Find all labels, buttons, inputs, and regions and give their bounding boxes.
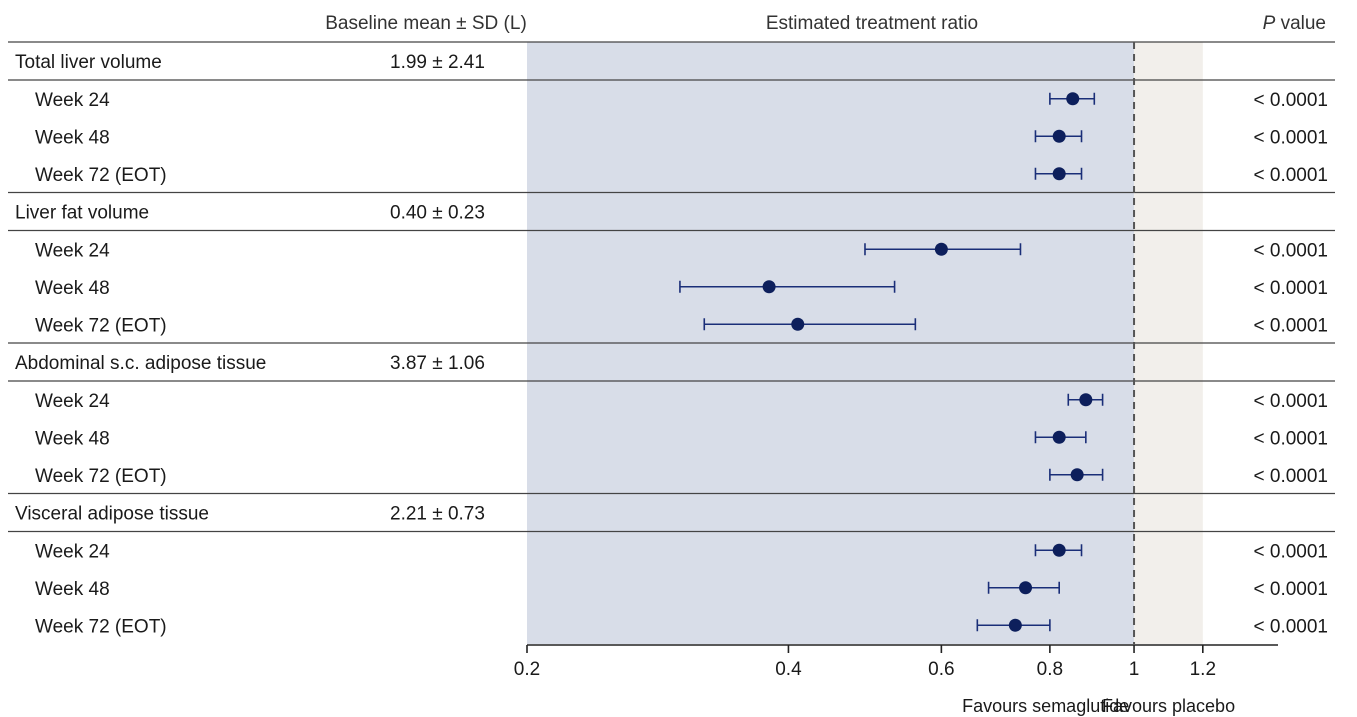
tick-label: 0.6 bbox=[928, 659, 954, 680]
tick-label: 0.8 bbox=[1037, 659, 1063, 680]
ratio-column-header: Estimated treatment ratio bbox=[766, 13, 978, 34]
point-estimate bbox=[1052, 167, 1066, 181]
row-label: Week 72 (EOT) bbox=[35, 165, 167, 186]
p-value: < 0.0001 bbox=[1254, 278, 1329, 299]
group-baseline: 2.21 ± 0.73 bbox=[390, 504, 485, 525]
group-label: Abdominal s.c. adipose tissue bbox=[15, 353, 266, 374]
point-estimate bbox=[762, 280, 776, 294]
point-estimate bbox=[934, 242, 948, 256]
p-value: < 0.0001 bbox=[1254, 616, 1329, 637]
point-estimate bbox=[1070, 468, 1084, 482]
tick-label: 0.4 bbox=[775, 659, 802, 680]
p-value: < 0.0001 bbox=[1254, 391, 1329, 412]
forest-row: Week 72 (EOT) < 0.0001 bbox=[35, 165, 1328, 186]
favours-semaglutide-label: Favours semaglutide bbox=[962, 696, 1129, 716]
tick-label: 0.2 bbox=[514, 659, 540, 680]
forest-row: Week 24 < 0.0001 bbox=[35, 541, 1328, 562]
p-value: < 0.0001 bbox=[1254, 579, 1329, 600]
baseline-column-header: Baseline mean ± SD (L) bbox=[325, 13, 527, 34]
point-estimate bbox=[1079, 393, 1093, 407]
row-rules bbox=[8, 41, 1335, 644]
forest-row: Week 48 < 0.0001 bbox=[35, 579, 1328, 600]
p-value: < 0.0001 bbox=[1254, 541, 1329, 562]
point-estimate bbox=[1052, 129, 1066, 143]
p-value-column-header: P value bbox=[1263, 13, 1326, 34]
forest-row: Week 48 < 0.0001 bbox=[35, 278, 1328, 299]
row-label: Week 72 (EOT) bbox=[35, 466, 167, 487]
forest-row: Week 48 < 0.0001 bbox=[35, 428, 1328, 449]
p-value: < 0.0001 bbox=[1254, 466, 1329, 487]
forest-row: Week 48 < 0.0001 bbox=[35, 127, 1328, 148]
forest-row: Week 72 (EOT) < 0.0001 bbox=[35, 315, 1328, 336]
row-label: Week 24 bbox=[35, 90, 110, 111]
p-value: < 0.0001 bbox=[1254, 428, 1329, 449]
point-estimate bbox=[1008, 618, 1022, 632]
row-label: Week 24 bbox=[35, 391, 110, 412]
forest-row: Week 24 < 0.0001 bbox=[35, 240, 1328, 261]
p-header-italic: P bbox=[1263, 13, 1276, 34]
point-estimate bbox=[1019, 581, 1033, 595]
group-baseline: 0.40 ± 0.23 bbox=[390, 203, 485, 224]
row-label: Week 48 bbox=[35, 579, 110, 600]
group-label: Liver fat volume bbox=[15, 203, 149, 224]
p-value: < 0.0001 bbox=[1254, 127, 1329, 148]
p-value: < 0.0001 bbox=[1254, 315, 1329, 336]
forest-row: Week 72 (EOT) < 0.0001 bbox=[35, 466, 1328, 487]
point-estimate bbox=[1052, 543, 1066, 557]
favours-placebo-label: Favours placebo bbox=[1102, 696, 1235, 716]
p-value: < 0.0001 bbox=[1254, 90, 1329, 111]
point-estimate bbox=[1052, 430, 1066, 444]
forest-row: Week 24 < 0.0001 bbox=[35, 90, 1328, 111]
row-label: Week 24 bbox=[35, 240, 110, 261]
group-label: Visceral adipose tissue bbox=[15, 504, 209, 525]
p-value: < 0.0001 bbox=[1254, 165, 1329, 186]
group-baseline: 3.87 ± 1.06 bbox=[390, 353, 485, 374]
row-label: Week 48 bbox=[35, 428, 110, 449]
row-label: Week 24 bbox=[35, 541, 110, 562]
tick-label: 1.2 bbox=[1190, 659, 1216, 680]
point-estimate bbox=[791, 317, 805, 331]
tick-label: 1 bbox=[1129, 659, 1140, 680]
p-value: < 0.0001 bbox=[1254, 240, 1329, 261]
x-axis: 0.2 0.4 0.6 0.8 1 1.2 bbox=[514, 644, 1278, 680]
forest-row: Week 72 (EOT) < 0.0001 bbox=[35, 616, 1328, 637]
group-baseline: 1.99 ± 2.41 bbox=[390, 52, 485, 73]
p-header-rest: value bbox=[1275, 13, 1326, 34]
rows-layer: Total liver volume 1.99 ± 2.41 Week 24 < 0.… bbox=[15, 52, 1328, 637]
row-label: Week 72 (EOT) bbox=[35, 315, 167, 336]
forest-row: Week 24 < 0.0001 bbox=[35, 391, 1328, 412]
point-estimate bbox=[1066, 92, 1080, 106]
row-label: Week 72 (EOT) bbox=[35, 616, 167, 637]
group-label: Total liver volume bbox=[15, 52, 162, 73]
row-label: Week 48 bbox=[35, 278, 110, 299]
row-label: Week 48 bbox=[35, 127, 110, 148]
